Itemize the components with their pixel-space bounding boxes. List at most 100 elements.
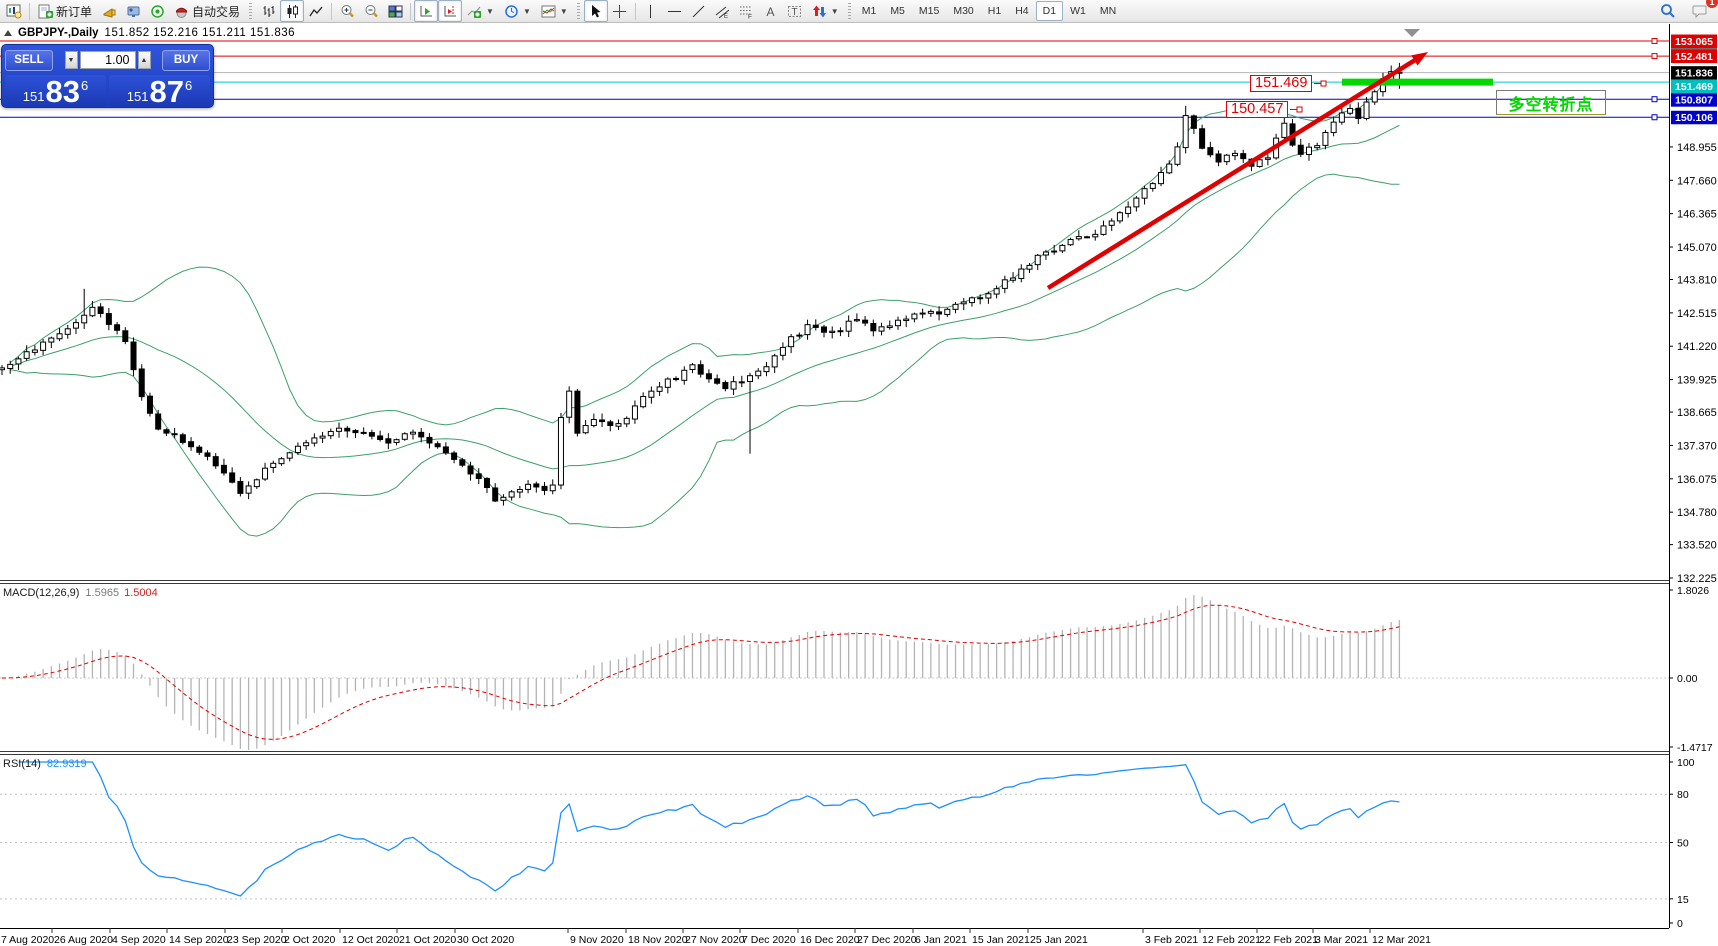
text-label-tool-button[interactable]: T <box>783 0 807 22</box>
auto-scroll-button[interactable] <box>414 0 439 22</box>
new-order-label: 新订单 <box>56 4 93 19</box>
zoom-in-button[interactable] <box>335 0 359 22</box>
cursor-button[interactable] <box>583 0 608 22</box>
line-chart-button[interactable] <box>304 0 328 22</box>
horizontal-line-tool-button[interactable] <box>663 0 687 22</box>
chart-window-title: GBPJPY-,Daily 151.852 152.216 151.211 15… <box>4 27 295 39</box>
svg-text:148.955: 148.955 <box>1677 142 1717 154</box>
tile-windows-icon <box>388 5 403 17</box>
note-text-box[interactable]: 多空转折点 <box>1496 90 1606 115</box>
autotrading-button[interactable]: 自动交易 <box>169 0 245 22</box>
text-tool-button[interactable]: A <box>759 0 783 22</box>
timeframe-m5[interactable]: M5 <box>890 5 905 17</box>
megaphone-icon <box>103 7 116 18</box>
search-button[interactable] <box>1656 0 1680 22</box>
window-icon <box>4 30 12 36</box>
timeframe-d1[interactable]: D1 <box>1035 1 1064 21</box>
svg-text:133.520: 133.520 <box>1677 540 1717 552</box>
volume-decrease-button[interactable]: ▼ <box>64 51 78 69</box>
sell-button[interactable]: SELL <box>5 49 53 71</box>
svg-text:16 Dec 2020: 16 Dec 2020 <box>800 934 860 946</box>
trendline-tool-button[interactable] <box>687 0 711 22</box>
megaphone-button[interactable] <box>97 0 121 22</box>
svg-text:15 Jan 2021: 15 Jan 2021 <box>972 934 1030 946</box>
svg-text:7 Dec 2020: 7 Dec 2020 <box>742 934 796 946</box>
sell-price-pips: 83 <box>45 74 80 109</box>
svg-text:136.075: 136.075 <box>1677 474 1717 486</box>
cursor-icon <box>592 4 601 17</box>
sell-price-point: 6 <box>80 78 89 93</box>
timeframe-m1[interactable]: M1 <box>861 5 877 17</box>
svg-text:134.780: 134.780 <box>1677 507 1717 519</box>
crosshair-icon <box>613 4 627 18</box>
timeframe-m15[interactable]: M15 <box>918 5 940 17</box>
volume-increase-button[interactable]: ▲ <box>137 51 151 69</box>
bar-chart-icon <box>263 5 275 17</box>
svg-text:151.469: 151.469 <box>1675 81 1713 93</box>
volume-input[interactable]: 1.00 <box>79 51 136 69</box>
svg-text:21 Oct 2020: 21 Oct 2020 <box>399 934 456 946</box>
signals-button[interactable] <box>145 0 169 22</box>
tile-windows-button[interactable] <box>383 0 407 22</box>
timeframe-mn[interactable]: MN <box>1099 5 1117 17</box>
timeframe-w1[interactable]: W1 <box>1070 5 1086 17</box>
periods-button[interactable]: ▼ <box>499 0 536 22</box>
buy-price-box[interactable]: 151 87 6 <box>109 75 210 107</box>
timeframe-m30[interactable]: M30 <box>953 5 974 17</box>
svg-text:151.836: 151.836 <box>1675 67 1713 79</box>
new-order-button[interactable]: 新订单 <box>33 0 97 22</box>
vertical-line-icon <box>650 4 652 18</box>
candlestick-chart-button[interactable] <box>280 0 305 22</box>
rsi-indicator-label: RSI(14) 82.9319 <box>3 758 87 770</box>
separator <box>331 2 333 20</box>
buy-price-pips: 87 <box>149 74 184 109</box>
chevron-down-icon: ▼ <box>486 6 494 16</box>
buy-button[interactable]: BUY <box>162 49 210 71</box>
chart-shift-button[interactable] <box>438 0 463 22</box>
one-click-trading-panel: SELL ▼ 1.00 ▲ BUY 151 83 6 151 87 6 <box>1 44 214 108</box>
svg-text:50: 50 <box>1677 838 1689 850</box>
svg-text:145.070: 145.070 <box>1677 242 1717 254</box>
new-chart-button[interactable] <box>2 0 26 22</box>
timeframe-h4[interactable]: H4 <box>1015 5 1029 17</box>
buy-price-figure: 151 <box>126 89 149 104</box>
zoom-out-button[interactable] <box>359 0 383 22</box>
svg-text:A: A <box>767 5 775 19</box>
bar-chart-button[interactable] <box>256 0 280 22</box>
vertical-line-tool-button[interactable] <box>639 0 663 22</box>
arrows-tool-button[interactable]: ▼ <box>807 0 844 22</box>
svg-text:3 Mar 2021: 3 Mar 2021 <box>1315 934 1368 946</box>
signals-icon <box>150 4 164 18</box>
ohlc-quote: 151.852 152.216 151.211 151.836 <box>104 27 296 39</box>
crosshair-button[interactable] <box>608 0 632 22</box>
svg-text:T: T <box>792 7 798 18</box>
templates-button[interactable]: ▼ <box>536 0 573 22</box>
sell-price-figure: 151 <box>22 89 45 104</box>
notifications-button[interactable]: 1 <box>1688 0 1718 22</box>
fibonacci-icon: F <box>740 6 753 19</box>
svg-text:150.807: 150.807 <box>1675 94 1713 106</box>
svg-text:12 Oct 2020: 12 Oct 2020 <box>342 934 399 946</box>
separator <box>410 2 412 20</box>
macd-main-value: 1.5965 <box>85 587 120 599</box>
price-callout-150457[interactable]: 150.457 <box>1226 101 1289 118</box>
new-order-icon <box>38 4 53 18</box>
timeframe-h1[interactable]: H1 <box>987 5 1002 17</box>
symbol-period-label: GBPJPY-,Daily <box>18 27 99 39</box>
svg-text:7 Aug 2020: 7 Aug 2020 <box>1 934 54 946</box>
indicators-button[interactable]: ▼ <box>462 0 499 22</box>
trendline-icon <box>692 5 705 17</box>
sell-price-box[interactable]: 151 83 6 <box>5 75 106 107</box>
price-callout-151469[interactable]: 151.469 <box>1250 75 1313 92</box>
macd-indicator-label: MACD(12,26,9) 1.5965 1.5004 <box>3 587 158 599</box>
equidistant-channel-tool-button[interactable]: E <box>711 0 735 22</box>
terminal-button[interactable] <box>121 0 145 22</box>
toolbar: 新订单 自动交易 ▼ ▼ <box>0 0 1718 23</box>
svg-text:F: F <box>748 13 752 19</box>
svg-text:25 Jan 2021: 25 Jan 2021 <box>1030 934 1088 946</box>
chat-bubble-icon <box>1692 5 1707 19</box>
fibonacci-tool-button[interactable]: F <box>735 0 759 22</box>
svg-text:0: 0 <box>1677 918 1683 930</box>
arrows-icon <box>812 5 826 17</box>
